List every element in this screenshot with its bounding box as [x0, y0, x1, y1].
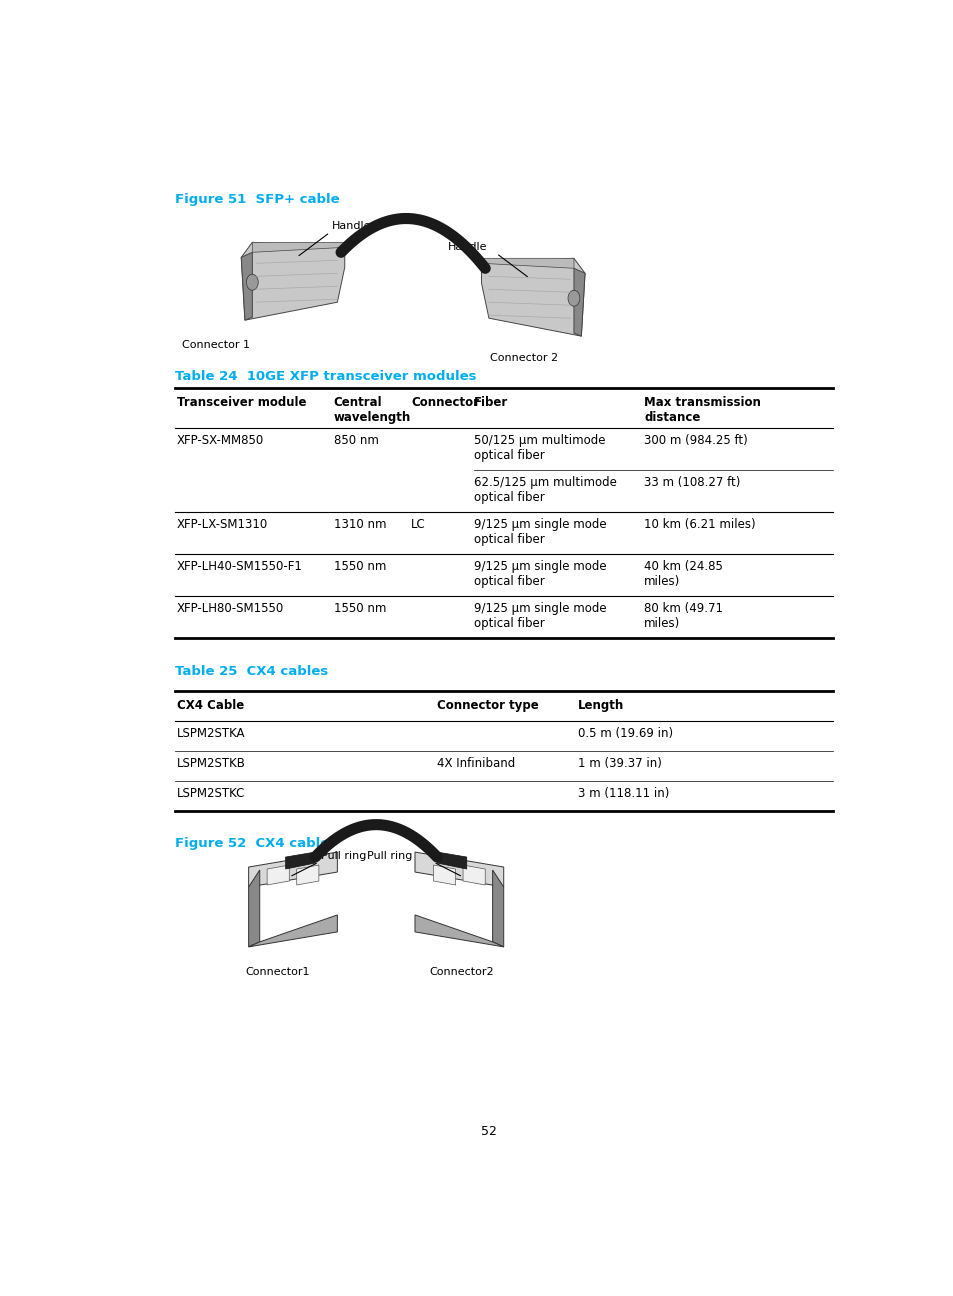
Text: 10 km (6.21 miles): 10 km (6.21 miles): [643, 518, 755, 531]
Text: Max transmission
distance: Max transmission distance: [643, 397, 760, 424]
Polygon shape: [433, 864, 456, 885]
Text: 40 km (24.85
miles): 40 km (24.85 miles): [643, 560, 722, 587]
Polygon shape: [267, 864, 289, 885]
Text: 4X Infiniband: 4X Infiniband: [436, 757, 515, 770]
Text: 1550 nm: 1550 nm: [334, 601, 386, 614]
Polygon shape: [249, 870, 259, 947]
Text: 1 m (39.37 in): 1 m (39.37 in): [577, 757, 660, 770]
Text: Connector type: Connector type: [436, 700, 538, 713]
Text: Length: Length: [577, 700, 623, 713]
Polygon shape: [462, 864, 485, 885]
Text: XFP-LH40-SM1550-F1: XFP-LH40-SM1550-F1: [176, 560, 302, 573]
Polygon shape: [252, 242, 344, 253]
Text: Figure 52  CX4 cable: Figure 52 CX4 cable: [174, 837, 329, 850]
Polygon shape: [241, 242, 344, 320]
Text: 300 m (984.25 ft): 300 m (984.25 ft): [643, 434, 747, 447]
Text: Figure 51  SFP+ cable: Figure 51 SFP+ cable: [174, 193, 339, 206]
Text: Connector1: Connector1: [245, 967, 309, 977]
Text: XFP-SX-MM850: XFP-SX-MM850: [176, 434, 264, 447]
Text: 52: 52: [480, 1125, 497, 1138]
Text: LSPM2STKC: LSPM2STKC: [176, 787, 245, 800]
Text: CX4 Cable: CX4 Cable: [176, 700, 244, 713]
Text: Handle: Handle: [448, 242, 487, 253]
Text: 33 m (108.27 ft): 33 m (108.27 ft): [643, 476, 740, 489]
Text: 9/125 μm single mode
optical fiber: 9/125 μm single mode optical fiber: [474, 560, 606, 587]
Text: Table 25  CX4 cables: Table 25 CX4 cables: [174, 665, 328, 679]
Polygon shape: [285, 851, 314, 870]
Polygon shape: [481, 258, 574, 268]
Text: 9/125 μm single mode
optical fiber: 9/125 μm single mode optical fiber: [474, 601, 606, 630]
Polygon shape: [296, 864, 318, 885]
Text: Pull ring: Pull ring: [367, 851, 412, 861]
Text: Connector: Connector: [411, 397, 478, 410]
Text: Central
wavelength: Central wavelength: [334, 397, 411, 424]
Polygon shape: [249, 851, 337, 886]
Text: 62.5/125 μm multimode
optical fiber: 62.5/125 μm multimode optical fiber: [474, 476, 617, 504]
Text: Connector2: Connector2: [429, 967, 494, 977]
Text: Connector 2: Connector 2: [490, 353, 558, 363]
Text: Handle: Handle: [332, 222, 372, 232]
Text: 3 m (118.11 in): 3 m (118.11 in): [577, 787, 668, 800]
Text: XFP-LX-SM1310: XFP-LX-SM1310: [176, 518, 268, 531]
Polygon shape: [574, 268, 584, 336]
Polygon shape: [415, 851, 503, 886]
Text: 1550 nm: 1550 nm: [334, 560, 386, 573]
Polygon shape: [415, 915, 503, 947]
Text: XFP-LH80-SM1550: XFP-LH80-SM1550: [176, 601, 284, 614]
Polygon shape: [241, 253, 252, 320]
Circle shape: [567, 290, 579, 306]
Text: LC: LC: [411, 518, 426, 531]
Polygon shape: [492, 870, 503, 947]
Text: Transceiver module: Transceiver module: [176, 397, 306, 410]
Text: 80 km (49.71
miles): 80 km (49.71 miles): [643, 601, 722, 630]
Text: LSPM2STKA: LSPM2STKA: [176, 727, 245, 740]
Text: 0.5 m (19.69 in): 0.5 m (19.69 in): [577, 727, 672, 740]
Polygon shape: [249, 915, 337, 947]
Circle shape: [246, 275, 258, 290]
Text: 850 nm: 850 nm: [334, 434, 378, 447]
Text: Fiber: Fiber: [474, 397, 508, 410]
Text: Connector 1: Connector 1: [182, 340, 250, 350]
Polygon shape: [481, 258, 584, 336]
Text: 9/125 μm single mode
optical fiber: 9/125 μm single mode optical fiber: [474, 518, 606, 546]
Text: Table 24  10GE XFP transceiver modules: Table 24 10GE XFP transceiver modules: [174, 371, 476, 384]
Text: LSPM2STKB: LSPM2STKB: [176, 757, 246, 770]
Text: Pull ring: Pull ring: [321, 851, 366, 861]
Polygon shape: [436, 851, 466, 870]
Text: 1310 nm: 1310 nm: [334, 518, 386, 531]
Text: 50/125 μm multimode
optical fiber: 50/125 μm multimode optical fiber: [474, 434, 605, 461]
